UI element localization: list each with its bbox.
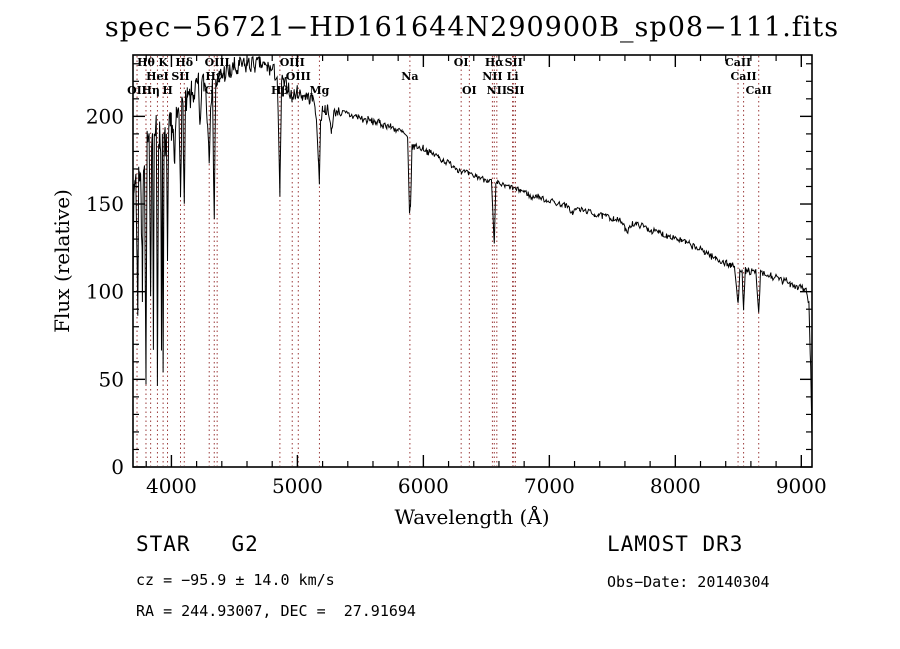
spectral-line-label: SII bbox=[506, 84, 524, 97]
spectral-line-label: Hα bbox=[485, 56, 504, 69]
spectral-line-label: SII bbox=[505, 56, 523, 69]
spectral-line-label: Mg bbox=[310, 84, 330, 97]
plot-title: spec−56721−HD161644N290900B_sp08−111.fit… bbox=[104, 12, 840, 43]
spectral-line-label: CaII bbox=[725, 56, 751, 69]
ra-dec: RA = 244.93007, DEC = 27.91694 bbox=[136, 602, 416, 620]
classification-label: STAR G2 bbox=[136, 532, 259, 556]
spectral-line-label: SII bbox=[171, 70, 189, 83]
spectral-line-label: OIII bbox=[286, 70, 311, 83]
spectral-line-label: OI bbox=[462, 84, 477, 97]
x-axis-label: Wavelength (Å) bbox=[394, 505, 550, 529]
x-tick-label: 9000 bbox=[776, 474, 827, 498]
spectral-line-label: Na bbox=[401, 70, 418, 83]
spectral-line-label: H bbox=[162, 84, 172, 97]
spectrum-trace bbox=[132, 55, 813, 438]
spectral-line-label: NII bbox=[487, 84, 507, 97]
spectral-line-label: Hδ bbox=[175, 56, 193, 69]
obs-date: Obs−Date: 20140304 bbox=[607, 573, 770, 591]
axes-frame bbox=[132, 54, 813, 468]
spectral-line-label: Hγ bbox=[205, 70, 223, 83]
y-tick-label: 50 bbox=[99, 367, 124, 391]
spectral-line-label: OIII bbox=[280, 56, 305, 69]
spectral-line-label: G bbox=[205, 84, 214, 97]
spectral-line-label: Hβ bbox=[271, 84, 289, 97]
x-tick-label: 6000 bbox=[398, 474, 449, 498]
x-tick-label: 5000 bbox=[272, 474, 323, 498]
spectral-line-label: Hη bbox=[141, 84, 159, 97]
spectral-line-label: OI bbox=[454, 56, 469, 69]
spectral-line-label: OIII bbox=[205, 56, 230, 69]
y-tick-label: 0 bbox=[111, 455, 124, 479]
cz-value: cz = −95.9 ± 14.0 km/s bbox=[136, 571, 335, 589]
spectral-line-label: CaII bbox=[746, 84, 772, 97]
spectral-line-label: Li bbox=[507, 70, 519, 83]
spectral-line-label: Hθ bbox=[137, 56, 155, 69]
y-tick-label: 200 bbox=[86, 104, 124, 128]
spectral-line-label: OII bbox=[127, 84, 147, 97]
x-tick-label: 7000 bbox=[524, 474, 575, 498]
spectral-line-label: NII bbox=[482, 70, 502, 83]
x-tick-label: 8000 bbox=[650, 474, 701, 498]
survey-label: LAMOST DR3 bbox=[607, 532, 744, 556]
spectral-line-label: HeI bbox=[146, 70, 169, 83]
y-tick-label: 150 bbox=[86, 192, 124, 216]
spectral-line-label: CaII bbox=[731, 70, 757, 83]
x-tick-label: 4000 bbox=[146, 474, 197, 498]
y-tick-label: 100 bbox=[86, 280, 124, 304]
spectral-line-label: K bbox=[158, 56, 168, 69]
